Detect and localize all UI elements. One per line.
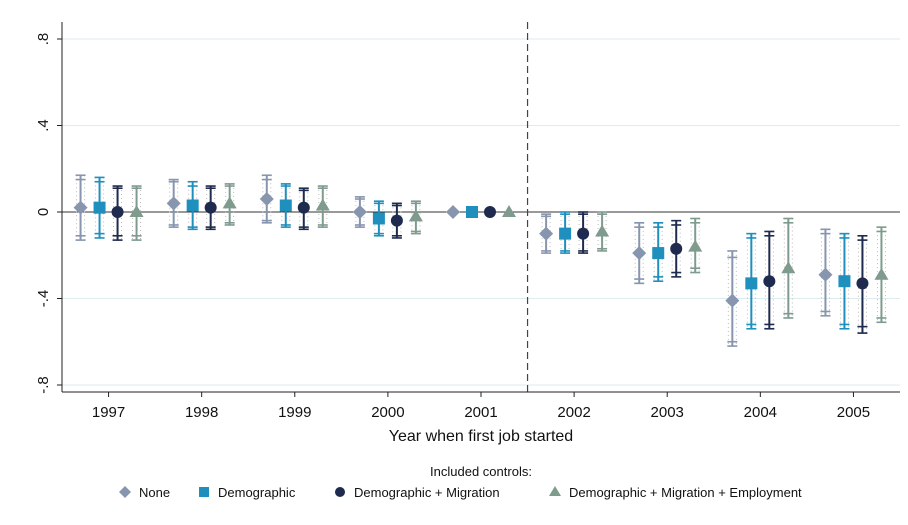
legend-symbol-triangle [549,486,561,496]
point-diamond [818,267,833,282]
x-tick-label: 2000 [371,404,404,421]
point-square [279,199,292,212]
data-marks [73,174,889,347]
point-diamond [259,192,274,207]
x-tick-label: 1998 [185,404,218,421]
point-circle [204,201,217,214]
point-diamond [725,293,740,308]
point-circle [111,206,124,218]
point-triangle [781,261,796,274]
point-diamond [446,205,460,219]
x-tick-label: 2005 [837,404,870,421]
point-square [745,277,758,290]
x-tick-label: 1997 [92,404,125,421]
series-none [73,174,833,347]
point-triangle [408,209,423,222]
x-tick-label: 2002 [557,404,590,421]
point-triangle [222,196,237,209]
y-tick-label: .8 [35,33,52,46]
point-circle [484,206,496,218]
point-circle [297,201,310,214]
x-tick-label: 2001 [464,404,497,421]
point-square [466,206,478,218]
point-square [652,247,665,260]
point-square [186,199,199,212]
legend-item: Demographic [199,485,296,500]
series-demographic-migration [111,185,869,334]
axes [57,22,900,397]
point-square [372,212,385,225]
tick-labels: .8 .4 0 -.4 -.8 1997 1998 1999 2000 2001 2002 2003 2… [35,33,870,421]
legend-label: Demographic + Migration [354,485,500,500]
legend-symbol-square [199,487,209,497]
x-axis-title: Year when first job started [389,428,573,445]
y-tick-label: -.8 [35,376,52,394]
point-square [559,227,572,240]
legend-item: Demographic + Migration + Employment [549,485,802,500]
point-triangle [315,198,330,211]
reference-lines [62,22,900,392]
point-circle [856,277,869,290]
point-triangle [595,224,610,237]
point-diamond [539,226,554,241]
point-triangle [502,205,516,217]
point-square [93,201,106,214]
y-tick-label: .4 [35,119,52,132]
point-circle [577,227,590,240]
series-demographic-migration-employment [129,183,889,324]
point-diamond [73,200,88,215]
legend-title: Included controls: [430,464,532,479]
legend-label: Demographic [218,485,296,500]
x-tick-label: 1999 [278,404,311,421]
legend-item: None [119,485,170,500]
point-square [838,275,851,288]
point-triangle [874,267,889,280]
point-diamond [166,196,181,211]
point-triangle [688,239,703,252]
point-circle [390,214,403,227]
point-circle [670,242,683,255]
legend-item: Demographic + Migration [335,485,500,500]
x-tick-label: 2003 [651,404,684,421]
legend-symbol-diamond [119,486,131,498]
point-diamond [632,246,647,261]
point-circle [763,275,776,288]
legend-label: Demographic + Migration + Employment [569,485,802,500]
y-tick-label: 0 [35,208,52,216]
legend-label: None [139,485,170,500]
series-demographic [93,176,851,330]
x-tick-label: 2004 [744,404,777,421]
point-diamond [352,205,367,219]
y-tick-label: -.4 [35,290,52,308]
point-triangle [129,205,144,217]
grid-lines [62,38,900,386]
legend: Included controls: None Demographic Demogr… [119,464,802,500]
legend-symbol-circle [335,487,345,497]
